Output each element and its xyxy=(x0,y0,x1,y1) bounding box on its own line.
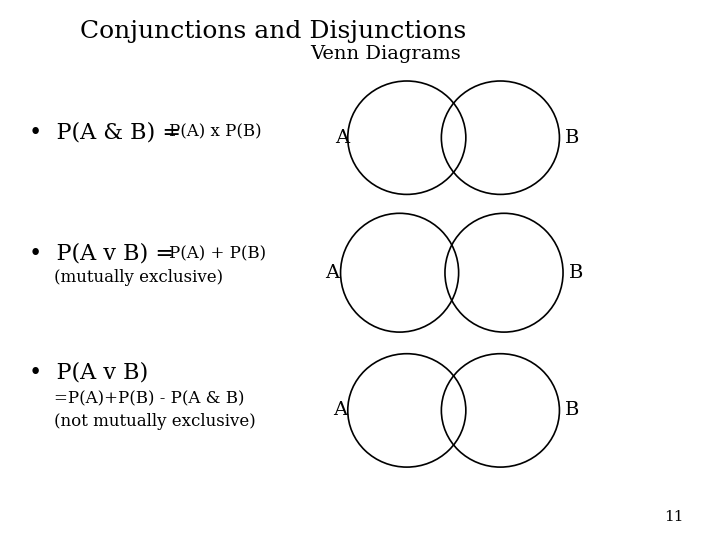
Text: B: B xyxy=(569,264,583,282)
Text: Venn Diagrams: Venn Diagrams xyxy=(310,45,461,63)
Text: P(A) + P(B): P(A) + P(B) xyxy=(169,245,266,262)
Text: (mutually exclusive): (mutually exclusive) xyxy=(54,268,223,286)
Text: •  P(A & B) =: • P(A & B) = xyxy=(29,122,188,143)
Text: A: A xyxy=(335,129,349,147)
Text: B: B xyxy=(565,401,580,420)
Text: A: A xyxy=(333,401,347,420)
Text: •  P(A v B) =: • P(A v B) = xyxy=(29,243,181,265)
Text: P(A) x P(B): P(A) x P(B) xyxy=(169,124,262,141)
Text: Conjunctions and Disjunctions: Conjunctions and Disjunctions xyxy=(81,20,467,43)
Text: =P(A)+P(B) - P(A & B): =P(A)+P(B) - P(A & B) xyxy=(54,390,245,407)
Text: •  P(A v B): • P(A v B) xyxy=(29,362,148,383)
Text: (not mutually exclusive): (not mutually exclusive) xyxy=(54,413,256,430)
Text: 11: 11 xyxy=(665,510,684,524)
Text: A: A xyxy=(325,264,340,282)
Text: B: B xyxy=(565,129,580,147)
